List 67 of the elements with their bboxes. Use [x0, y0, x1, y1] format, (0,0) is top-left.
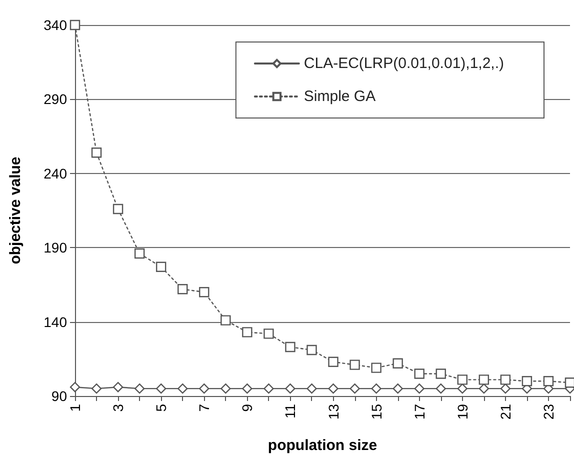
- point: [478, 374, 490, 385]
- point: [371, 362, 382, 373]
- point: [70, 20, 80, 30]
- point: [199, 383, 210, 394]
- y-tick-label: 140: [44, 314, 68, 330]
- point: [328, 383, 338, 394]
- point: [414, 368, 424, 379]
- point: [178, 284, 188, 294]
- x-tick-label: 3: [110, 404, 126, 412]
- point: [350, 360, 360, 370]
- point: [414, 383, 424, 394]
- x-tick-label: 1: [67, 404, 83, 412]
- y-tick-label: 240: [44, 165, 68, 182]
- point: [328, 356, 338, 367]
- point: [306, 344, 317, 356]
- point: [199, 287, 210, 298]
- point: [112, 204, 124, 214]
- x-tick-label: 19: [454, 404, 470, 420]
- point: [371, 383, 382, 394]
- point: [91, 148, 102, 158]
- x-tick-label: 23: [540, 404, 556, 420]
- point: [500, 383, 511, 394]
- x-axis-title: population size: [268, 437, 378, 454]
- x-tick-label: 13: [325, 404, 342, 420]
- y-tick-label: 340: [44, 17, 68, 33]
- point: [220, 383, 231, 394]
- point: [564, 378, 574, 388]
- point: [156, 262, 166, 272]
- point: [478, 383, 490, 394]
- point: [392, 358, 403, 368]
- y-tick-label: 290: [44, 91, 68, 108]
- point: [242, 383, 252, 394]
- point: [242, 327, 252, 338]
- point: [178, 383, 188, 394]
- point: [112, 382, 124, 392]
- x-tick-label: 9: [239, 404, 256, 412]
- x-tick-label: 11: [282, 404, 298, 419]
- point: [285, 383, 296, 394]
- point: [220, 315, 231, 326]
- x-tick-label: 17: [411, 404, 428, 420]
- point: [134, 248, 145, 259]
- point: [306, 383, 317, 394]
- point: [134, 383, 145, 394]
- legend-label: Simple GA: [304, 88, 376, 105]
- point: [436, 368, 446, 379]
- point: [350, 383, 360, 394]
- y-axis-title: objective value: [7, 156, 24, 264]
- x-tick-label: 15: [368, 404, 384, 420]
- point: [522, 376, 532, 386]
- point: [500, 374, 511, 385]
- point: [264, 383, 274, 394]
- point: [543, 376, 554, 386]
- point: [436, 383, 446, 394]
- point: [91, 383, 102, 394]
- point: [264, 328, 274, 339]
- point: [457, 383, 468, 394]
- legend-label: CLA-EC(LRP(0.01,0.01),1,2,.): [304, 55, 504, 72]
- x-tick-label: 7: [196, 404, 212, 412]
- point: [285, 342, 296, 352]
- point: [156, 383, 166, 394]
- y-tick-label: 90: [51, 388, 68, 404]
- point: [392, 383, 403, 394]
- point: [70, 382, 80, 392]
- x-tick-label: 21: [497, 404, 514, 420]
- y-tick-label: 190: [44, 240, 68, 256]
- point: [457, 374, 468, 385]
- x-tick-label: 5: [153, 404, 170, 412]
